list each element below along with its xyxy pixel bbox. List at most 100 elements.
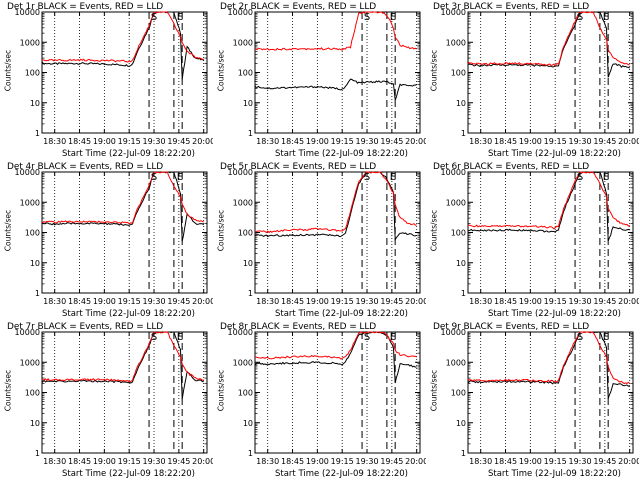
x-tick-label: 18:45: [281, 297, 304, 306]
x-axis-label: Start Time (22-Jul-09 18:22:20): [275, 149, 408, 159]
x-tick-label: 18:30: [469, 137, 492, 146]
x-tick-label: 19:45: [167, 137, 190, 146]
y-tick-label: 10000: [228, 168, 253, 177]
x-tick-label: 19:15: [544, 137, 567, 146]
x-axis-label: Start Time (22-Jul-09 18:22:20): [488, 469, 621, 479]
panel-title: Det 3r BLACK = Events, RED = LLD: [433, 2, 590, 12]
marker-s: S: [364, 172, 370, 183]
y-tick-label: 100: [451, 389, 466, 398]
x-tick-label: 20:00: [192, 457, 213, 466]
x-tick-label: 19:15: [331, 297, 354, 306]
x-axis-label: Start Time (22-Jul-09 18:22:20): [62, 309, 195, 319]
x-tick-label: 19:00: [306, 137, 329, 146]
y-axis-label: Counts/sec: [429, 209, 439, 252]
series-line-events: [41, 171, 205, 242]
series-line-lld: [467, 11, 630, 67]
series-line-events: [41, 331, 204, 400]
series-line-events: [467, 11, 630, 78]
series-line-lld: [255, 331, 417, 360]
y-tick-label: 100: [25, 69, 40, 78]
y-axis-label: Counts/sec: [429, 49, 439, 92]
x-tick-label: 18:30: [469, 457, 492, 466]
y-tick-label: 10: [30, 419, 40, 428]
x-tick-label: 19:30: [142, 137, 165, 146]
x-tick-label: 19:30: [568, 297, 591, 306]
x-tick-label: 19:15: [544, 457, 567, 466]
panel-title: Det 9r BLACK = Events, RED = LLD: [433, 322, 590, 332]
plot-det-8r: 18:30 18:45 19:00 19:15 19:30 19:45 20:00 10000…: [228, 328, 426, 466]
x-tick-label: 19:45: [593, 137, 616, 146]
x-tick-label: 20:00: [405, 297, 426, 306]
x-tick-label: 19:30: [142, 297, 165, 306]
x-tick-label: 20:00: [192, 297, 213, 306]
marker-e: E: [603, 12, 609, 23]
x-axis-label: Start Time (22-Jul-09 18:22:20): [62, 469, 195, 479]
marker-e: E: [390, 12, 396, 23]
y-tick-label: 1000: [233, 198, 253, 207]
marker-s: S: [151, 172, 157, 183]
x-tick-label: 19:15: [118, 457, 141, 466]
x-tick-label: 18:30: [256, 457, 279, 466]
plot-det-9r: 18:30 18:45 19:00 19:15 19:30 19:45 20:00 10000…: [441, 328, 639, 466]
plot-det-5r: 18:30 18:45 19:00 19:15 19:30 19:45 20:00 10000…: [228, 168, 426, 306]
y-axis-label: Counts/sec: [216, 209, 226, 252]
series-line-events: [254, 78, 417, 101]
y-tick-label: 10: [243, 419, 253, 428]
y-tick-label: 10000: [15, 328, 40, 337]
y-tick-label: 1: [461, 289, 466, 298]
y-tick-label: 1: [35, 449, 40, 458]
x-tick-label: 18:45: [281, 137, 304, 146]
panel-det-4r: 18:30 18:45 19:00 19:15 19:30 19:45 20:00 10000…: [0, 160, 214, 320]
series-line-events: [467, 171, 630, 241]
y-tick-label: 1000: [20, 358, 40, 367]
x-tick-label: 19:00: [519, 137, 542, 146]
y-tick-label: 100: [25, 229, 40, 238]
x-tick-label: 20:00: [405, 137, 426, 146]
x-tick-label: 19:30: [568, 137, 591, 146]
y-tick-label: 1000: [446, 198, 466, 207]
y-tick-label: 1: [248, 289, 253, 298]
y-tick-label: 10000: [15, 8, 40, 17]
y-tick-label: 1: [248, 129, 253, 138]
x-tick-label: 18:30: [256, 297, 279, 306]
y-tick-label: 10: [30, 259, 40, 268]
panel-title: Det 7r BLACK = Events, RED = LLD: [7, 322, 164, 332]
x-axis-label: Start Time (22-Jul-09 18:22:20): [275, 309, 408, 319]
x-tick-label: 18:45: [494, 297, 517, 306]
plot-det-1r: 18:30 18:45 19:00 19:15 19:30 19:45 20:00 10000…: [15, 8, 213, 146]
marker-e: E: [177, 172, 183, 183]
marker-e: E: [390, 172, 396, 183]
x-tick-label: 19:00: [519, 297, 542, 306]
y-tick-label: 1000: [233, 38, 253, 47]
x-tick-label: 18:45: [68, 457, 91, 466]
y-tick-label: 1: [248, 449, 253, 458]
series-line-events: [41, 11, 205, 80]
panel-det-6r: 18:30 18:45 19:00 19:15 19:30 19:45 20:00 10000…: [426, 160, 640, 320]
x-tick-label: 19:00: [306, 457, 329, 466]
series-line-lld: [41, 171, 204, 225]
x-tick-label: 19:30: [142, 457, 165, 466]
x-tick-label: 19:45: [380, 297, 403, 306]
x-tick-label: 19:45: [593, 457, 616, 466]
x-tick-label: 19:15: [118, 137, 141, 146]
plot-det-6r: 18:30 18:45 19:00 19:15 19:30 19:45 20:00 10000…: [441, 168, 639, 306]
x-tick-label: 20:00: [405, 457, 426, 466]
marker-s: S: [577, 12, 583, 23]
y-tick-label: 10: [30, 99, 40, 108]
series-line-lld: [41, 11, 204, 63]
x-tick-label: 19:45: [380, 137, 403, 146]
x-tick-label: 19:00: [306, 297, 329, 306]
x-tick-label: 18:45: [494, 137, 517, 146]
x-tick-label: 19:00: [93, 297, 116, 306]
x-tick-label: 19:15: [544, 297, 567, 306]
x-tick-label: 19:00: [93, 457, 116, 466]
series-line-lld: [467, 331, 630, 385]
panel-det-5r: 18:30 18:45 19:00 19:15 19:30 19:45 20:00 10000…: [213, 160, 427, 320]
panel-title: Det 5r BLACK = Events, RED = LLD: [220, 162, 377, 172]
series-line-events: [254, 171, 417, 242]
y-tick-label: 10000: [15, 168, 40, 177]
x-axis-label: Start Time (22-Jul-09 18:22:20): [275, 469, 408, 479]
plot-det-2r: 18:30 18:45 19:00 19:15 19:30 19:45 20:00 10000…: [228, 8, 426, 146]
panel-title: Det 1r BLACK = Events, RED = LLD: [7, 2, 164, 12]
